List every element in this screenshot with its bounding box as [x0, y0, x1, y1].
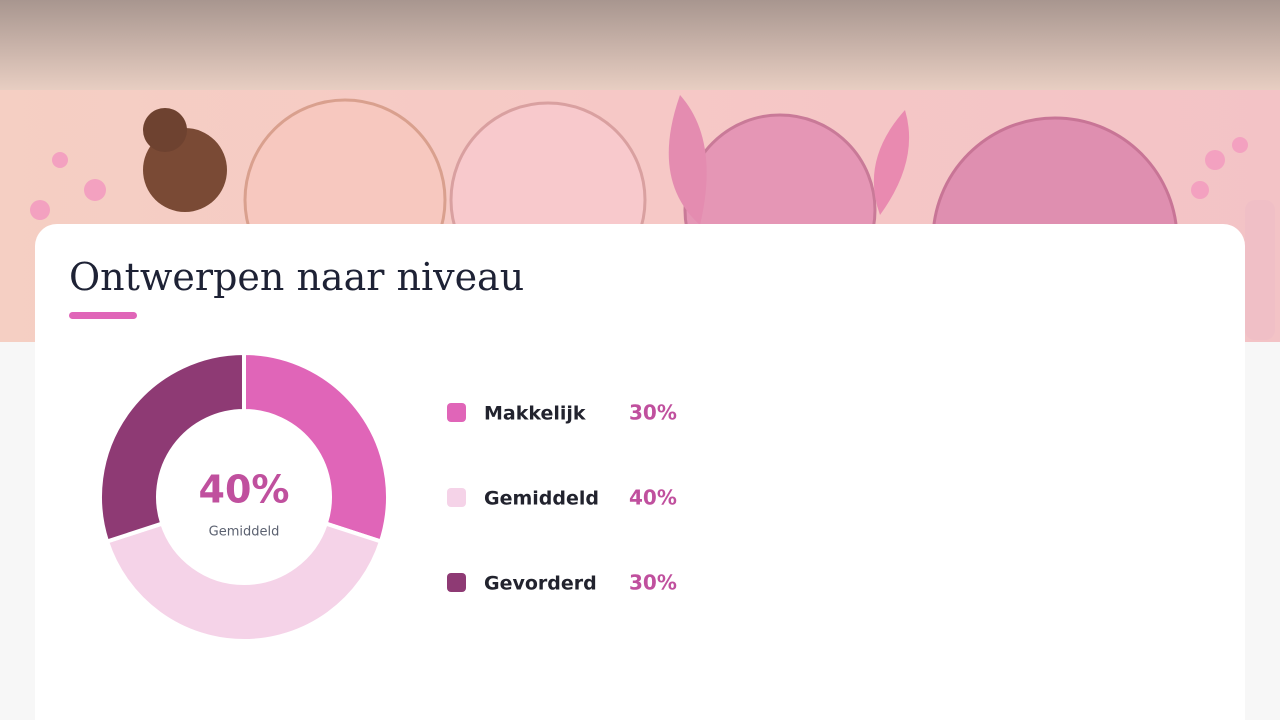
donut-slice [242, 350, 390, 545]
donut-chart [98, 350, 390, 643]
legend-swatch [447, 403, 466, 422]
center-value: 40% [199, 468, 290, 512]
decor-leaf [873, 110, 910, 215]
decor-person [143, 108, 187, 152]
chart-title: Ontwerpen naar niveau [69, 255, 524, 299]
decor-leaf [668, 95, 707, 225]
legend-value: 30% [629, 571, 677, 595]
legend-swatch [447, 573, 466, 592]
decor-bottle [1245, 200, 1275, 340]
donut-slice [98, 350, 246, 545]
center-caption: Gemiddeld [209, 525, 280, 540]
decor-flowers [30, 137, 1248, 220]
title-underline [69, 312, 137, 319]
legend-swatch [447, 488, 466, 507]
legend: Makkelijk 30% Gemiddeld 40% Gevorderd 30% [447, 401, 677, 595]
legend-label: Makkelijk [484, 403, 586, 425]
legend-value: 30% [629, 401, 677, 425]
donut-slice [104, 521, 384, 643]
banner-top [0, 0, 1280, 92]
legend-value: 40% [629, 486, 677, 510]
legend-label: Gevorderd [484, 573, 597, 595]
legend-label: Gemiddeld [484, 488, 599, 510]
